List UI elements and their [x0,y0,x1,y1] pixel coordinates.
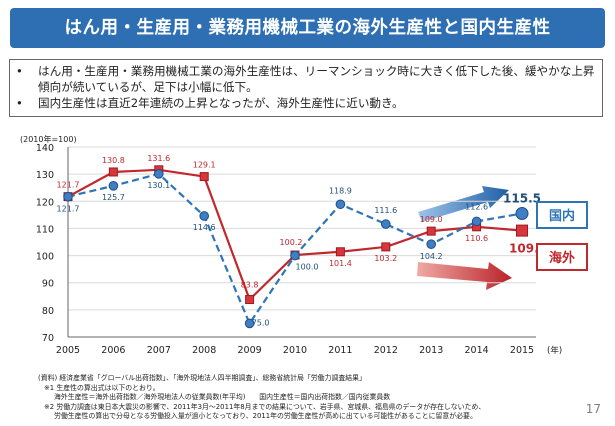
y-tick-label: 140 [36,143,54,154]
overseas-data-label: 103.2 [374,254,397,263]
legend-label-domestic: 国内 [549,208,575,224]
productivity-line-chart: 70 80 90 100 110 120 130 140 2005 2006 2007 2008 200… [20,134,588,356]
y-tick-label: 110 [36,224,54,235]
series-line-domestic [67,172,523,326]
legend-box-overseas [536,243,588,271]
footnotes: (資料) 経済産業省「グローバル出荷指数」、「海外現地法人四半期調査」、総務省統… [38,374,583,422]
x-tick-label: 2007 [147,345,171,356]
summary-bullet-1: • はん用・生産用・業務用機械工業の海外生産性は、リーマンショック時に大きく低下… [16,63,596,95]
overseas-data-label: 121.7 [57,181,80,190]
domestic-marker [154,169,164,179]
x-tick-label: 2006 [101,345,125,356]
summary-box: • はん用・生産用・業務用機械工業の海外生産性は、リーマンショック時に大きく低下… [9,59,603,117]
y-tick-label: 120 [36,197,54,208]
domestic-data-label: 115.5 [503,192,541,206]
domestic-marker [244,318,255,329]
overseas-data-label: 110.6 [465,234,488,243]
domestic-marker [515,207,529,220]
y-tick-label: 100 [36,252,54,263]
overseas-data-label: 100.2 [280,238,303,247]
series-line-overseas [67,168,523,302]
bullet-marker: • [16,96,23,110]
domestic-marker [471,216,482,227]
trend-arrow-down-icon [417,262,512,290]
domestic-data-label: 118.9 [329,186,352,195]
overseas-data-label: 109.0 [420,215,443,224]
domestic-marker [63,191,73,202]
overseas-marker [108,167,118,177]
overseas-marker [245,295,255,305]
domestic-marker [108,181,119,191]
overseas-marker [426,226,436,236]
domestic-marker [199,211,209,221]
domestic-data-label: 111.6 [374,206,397,215]
bullet-text: 国内生産性は直近2年連続の上昇となったが、海外生産性に近い動き。 [38,96,404,110]
footnote-1-formula: 海外生産性＝海外出荷指数／海外現地法人の従業員数(年平均) 国内生産性＝国内出荷… [54,393,391,402]
overseas-marker [199,172,209,182]
summary-bullet-2: • 国内生産性は直近2年連続の上昇となったが、海外生産性に近い動き。 [16,95,596,111]
trend-arrow-up-icon [418,186,509,222]
y-tick-label: 80 [42,306,54,317]
legend-box-domestic [536,201,588,229]
x-tick-label: 2015 [510,345,534,356]
x-tick-label: 2012 [374,345,398,356]
y-unit-label: (2010年=100) [20,134,77,144]
domestic-marker [335,199,346,210]
overseas-marker [335,247,345,257]
domestic-data-label: 112.6 [465,202,488,211]
x-axis-label: (年) [547,345,562,356]
y-tick-label: 130 [36,170,54,181]
overseas-marker [516,224,528,237]
footnote-source: (資料) 経済産業省「グローバル出荷指数」、「海外現地法人四半期調査」、総務省統… [38,374,366,382]
overseas-data-label: 129.1 [193,161,216,170]
footnote-1: ※1 生産性の算出式は以下のとおり。 [44,383,160,392]
overseas-data-label: 83.8 [241,281,259,290]
domestic-data-label: 121.7 [57,205,80,214]
domestic-marker [290,250,300,261]
domestic-data-label: 104.2 [420,252,443,261]
domestic-data-label: 125.7 [102,193,125,202]
domestic-marker [426,239,437,249]
x-tick-label: 2013 [419,345,443,356]
overseas-data-label: 131.6 [147,154,170,163]
x-tick-label: 2014 [465,345,489,356]
x-tick-label: 2005 [56,345,80,356]
bullet-marker: • [16,64,23,78]
overseas-marker [381,242,391,252]
footnote-2: ※2 労働力調査は東日本大震災の影響で、2011年3月〜2011年8月までの結果… [44,402,486,411]
page-title: はん用・生産用・業務用機械工業の海外生産性と国内生産性 [10,8,605,48]
x-tick-label: 2011 [328,345,352,356]
y-tick-label: 70 [42,333,54,344]
x-tick-label: 2008 [192,345,216,356]
bullet-text: はん用・生産用・業務用機械工業の海外生産性は、リーマンショック時に大きく低下した… [38,64,595,94]
domestic-data-label: 114.6 [193,223,216,232]
footnote-2-cont: 労働生産性の算出で分母となる労働投入量が過小となっており、2011年の労働生産性… [54,412,477,421]
legend-label-overseas: 海外 [549,250,575,266]
domestic-data-label: 100.0 [296,263,319,272]
overseas-data-label: 130.8 [102,156,125,165]
x-tick-label: 2010 [283,345,307,356]
domestic-marker [381,219,391,229]
page-number: 17 [585,402,601,416]
overseas-data-label: 101.4 [329,259,352,268]
x-tick-label: 2009 [238,345,262,356]
domestic-data-label: 130.1 [147,181,170,190]
domestic-data-label: 75.0 [252,318,270,327]
y-tick-label: 90 [42,279,54,290]
